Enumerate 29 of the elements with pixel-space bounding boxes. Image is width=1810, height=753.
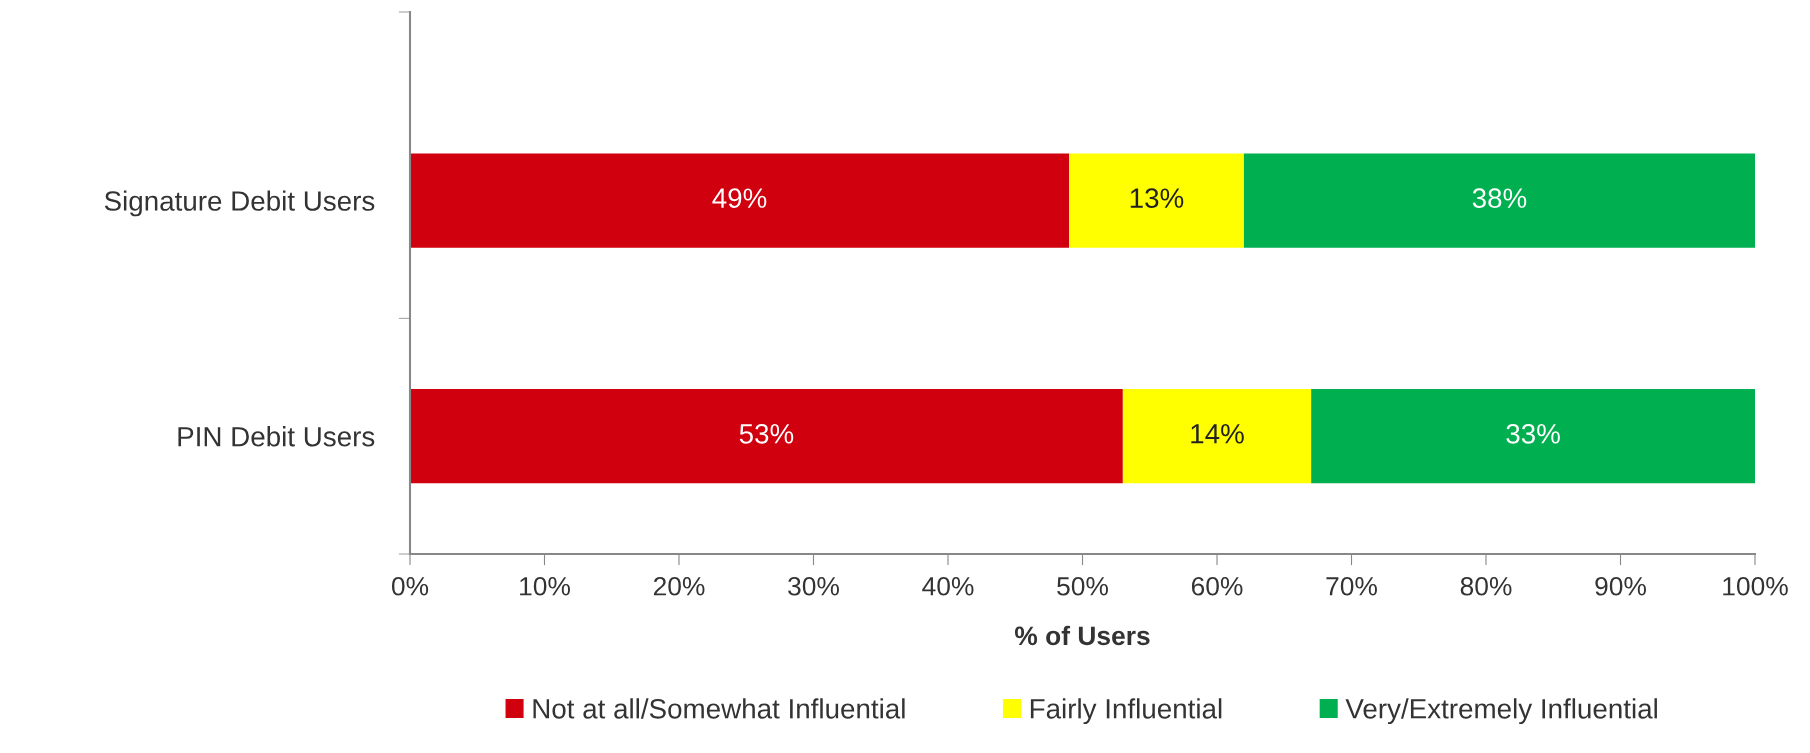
x-tick-label: 90% <box>1595 576 1646 596</box>
x-tick-label: 70% <box>1326 576 1377 596</box>
bar <box>1243 153 1755 248</box>
data-label: 33% <box>1506 423 1560 444</box>
legend-label: Very/Extremely Influential <box>1345 698 1657 725</box>
data-label: 13% <box>1130 188 1184 208</box>
x-tick-label: 50% <box>1057 576 1108 596</box>
y-tick-label: Signature Debit Users <box>104 190 375 217</box>
x-tick-label: 20% <box>653 576 705 596</box>
x-tick-label: 60% <box>1191 576 1243 596</box>
bar <box>1122 389 1312 484</box>
x-tick-label: 10% <box>520 576 570 596</box>
x-axis-title: % of Users <box>1014 625 1150 646</box>
bar <box>410 153 1070 248</box>
data-label: 49% <box>712 188 767 208</box>
bar <box>1069 153 1244 248</box>
x-tick-label: 100% <box>1723 576 1788 596</box>
x-tick-label: 40% <box>922 576 974 596</box>
data-label: 53% <box>739 423 794 444</box>
legend-label: Not at all/Somewhat Influential <box>533 698 905 719</box>
x-tick-label: 30% <box>788 576 839 596</box>
x-tick-label: 0% <box>391 576 429 596</box>
data-label: 38% <box>1472 188 1527 208</box>
data-label: 14% <box>1191 424 1244 444</box>
y-tick-label: PIN Debit Users <box>178 426 375 447</box>
bar <box>1311 389 1755 484</box>
legend-label: Fairly Influential <box>1030 698 1222 725</box>
x-tick-label: 80% <box>1460 576 1512 596</box>
bar <box>410 389 1123 484</box>
